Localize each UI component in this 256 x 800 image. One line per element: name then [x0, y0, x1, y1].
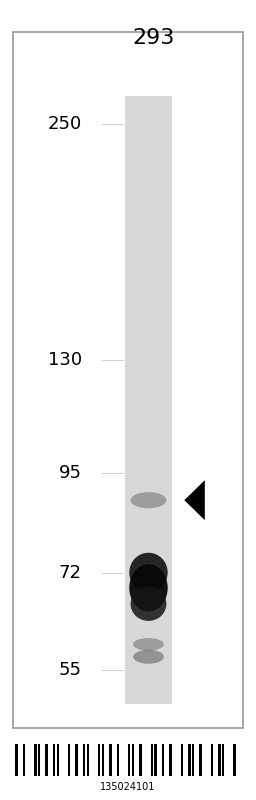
Text: 293: 293 [132, 28, 175, 48]
Bar [169, 744, 172, 776]
Bar [57, 744, 59, 776]
Bar [117, 744, 119, 776]
Text: 55: 55 [59, 661, 82, 678]
Bar [45, 744, 48, 776]
Polygon shape [184, 480, 205, 520]
Bar [102, 744, 104, 776]
Text: 130: 130 [48, 350, 82, 369]
Bar [128, 744, 131, 776]
Bar [34, 744, 37, 776]
Bar [53, 744, 55, 776]
Bar [180, 744, 183, 776]
Bar [222, 744, 224, 776]
Bar [151, 744, 153, 776]
Bar [199, 744, 202, 776]
Bar [233, 744, 236, 776]
Bar [192, 744, 194, 776]
FancyBboxPatch shape [13, 32, 243, 728]
Ellipse shape [133, 650, 164, 664]
Bar [211, 744, 213, 776]
Bar [154, 744, 157, 776]
Bar [132, 744, 134, 776]
Bar [68, 744, 70, 776]
Text: 250: 250 [48, 114, 82, 133]
Ellipse shape [129, 564, 168, 612]
Bar [139, 744, 142, 776]
Bar [218, 744, 221, 776]
Bar [15, 744, 18, 776]
Bar [98, 744, 100, 776]
Bar [188, 744, 190, 776]
Text: 135024101: 135024101 [100, 782, 156, 792]
Ellipse shape [129, 553, 168, 592]
Ellipse shape [131, 492, 166, 508]
Bar [109, 744, 112, 776]
Text: 72: 72 [59, 563, 82, 582]
Bar [162, 744, 164, 776]
Ellipse shape [133, 638, 164, 650]
Text: 95: 95 [59, 463, 82, 482]
Bar [125, 96, 172, 704]
Bar [87, 744, 89, 776]
Bar [38, 744, 40, 776]
Bar [76, 744, 78, 776]
Bar [23, 744, 25, 776]
Ellipse shape [131, 587, 166, 621]
Bar [83, 744, 86, 776]
